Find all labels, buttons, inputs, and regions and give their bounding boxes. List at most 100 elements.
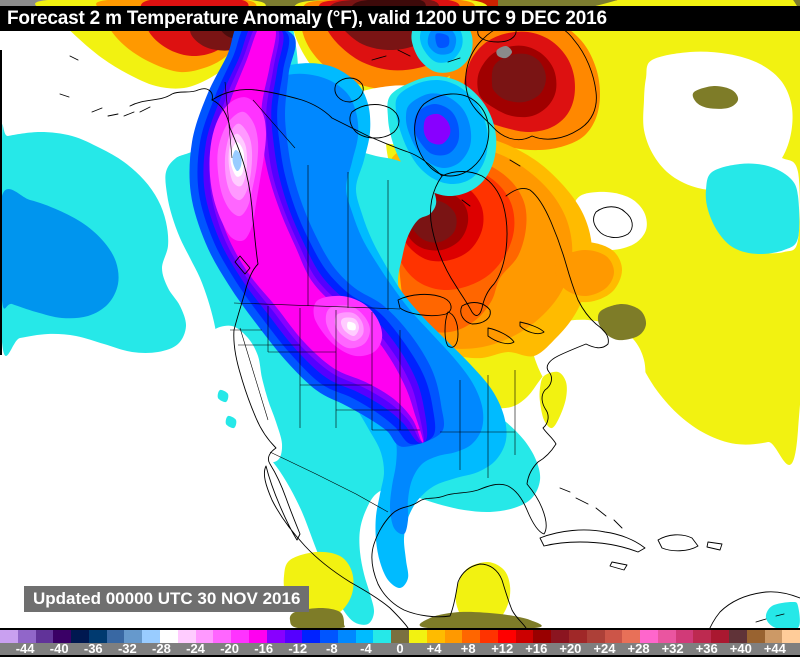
- title-bar: Forecast 2 m Temperature Anomaly (°F), v…: [0, 6, 800, 31]
- colorbar-segment: [302, 630, 321, 643]
- lake-erie: [487, 327, 515, 345]
- border-alaska-yukon: [224, 81, 233, 159]
- anomaly-region: [705, 163, 800, 255]
- map-title: Forecast 2 m Temperature Anomaly (°F), v…: [7, 8, 607, 29]
- colorbar-tick-labels: -44 -40 -36 -32 -28 -24 -20 -16 -12 -8 -4 0 +4 +8 +12 +…: [0, 641, 800, 657]
- colorbar-segment: [142, 630, 161, 643]
- anomaly-region: [571, 191, 647, 251]
- coast-arctic-islets: [371, 49, 521, 207]
- colorbar-segment: [213, 630, 232, 643]
- anomaly-region: [232, 149, 242, 172]
- anomaly-region: [491, 53, 546, 103]
- colorbar-tick: +16: [525, 641, 548, 656]
- coast-hudson-bay: [430, 171, 508, 316]
- colorbar-segment: [764, 630, 783, 643]
- colorbar-segment: [657, 630, 676, 643]
- colorbar-segment: [622, 630, 641, 643]
- coast-puerto-rico: [706, 541, 723, 551]
- colorbar-tick: +24: [593, 641, 616, 656]
- anomaly-region: [0, 189, 119, 319]
- colorbar-tick: +40: [729, 641, 752, 656]
- colorbar-segment: [497, 630, 516, 643]
- colorbar-segment: [551, 630, 569, 643]
- anomaly-region: [496, 45, 512, 59]
- colorbar-tick: +12: [491, 641, 514, 656]
- colorbar-tick: +36: [695, 641, 718, 656]
- coast-cuba: [539, 529, 646, 553]
- colorbar-tick: -24: [186, 641, 205, 656]
- colorbar-segment: [729, 630, 747, 643]
- coastlines: [59, 20, 800, 657]
- colorbar-segment: [586, 630, 605, 643]
- coast-victoria-island: [349, 104, 400, 139]
- colorbar-segment: [782, 630, 800, 643]
- anomaly-region: [692, 85, 739, 109]
- anomaly-region: [455, 561, 511, 626]
- coast-baffin-island: [414, 93, 490, 177]
- coast-aleutians: [59, 55, 151, 117]
- coast-bahamas: [559, 487, 623, 529]
- colorbar-segment: [391, 630, 409, 643]
- colorbar-segment: [462, 630, 481, 643]
- colorbar-segment: [515, 630, 534, 643]
- colorbar-segment: [320, 630, 338, 643]
- colorbar-segment: [266, 630, 285, 643]
- coast-newfoundland: [593, 206, 633, 238]
- colorbar-tick: -44: [15, 641, 35, 656]
- border-yukon-nwt: [252, 99, 296, 149]
- coast-atlantic: [371, 187, 609, 629]
- colorbar-tick: -28: [152, 641, 171, 656]
- colorbar-segment: [675, 630, 694, 643]
- colorbar-segment: [569, 630, 587, 643]
- coast-arctic: [211, 89, 443, 177]
- colorbar-tick: 0: [396, 641, 404, 656]
- colorbar-segment: [160, 630, 178, 643]
- colorbar-segment: [355, 630, 374, 643]
- colorbar: [0, 628, 800, 643]
- borders-provinces: [307, 165, 389, 310]
- colorbar-tick: +44: [763, 641, 786, 656]
- colorbar-tick: +28: [627, 641, 650, 656]
- colorbar-tick: -8: [326, 641, 338, 656]
- coast-hispaniola: [657, 534, 699, 552]
- colorbar-segment: [17, 630, 36, 643]
- colorbar-tick: +32: [661, 641, 684, 656]
- borders-us-states: [230, 306, 516, 478]
- colorbar-tick: -16: [254, 641, 274, 656]
- colorbar-segment: [231, 630, 249, 643]
- coast-pacific: [129, 88, 409, 629]
- colorbar-segment: [0, 630, 18, 643]
- border-us-mexico: [269, 451, 389, 513]
- colorbar-segment: [604, 630, 623, 643]
- anomaly-region: [289, 608, 345, 629]
- colorbar-segment: [248, 630, 267, 643]
- political-borders: [224, 81, 516, 513]
- colorbar-tick: -36: [83, 641, 103, 656]
- anomaly-region: [597, 304, 647, 341]
- coast-jamaica: [609, 561, 628, 571]
- colorbar-tick: +4: [426, 641, 442, 656]
- colorbar-segment: [533, 630, 552, 643]
- anomaly-region: [539, 371, 567, 429]
- colorbar-segment: [444, 630, 463, 643]
- colorbar-segment: [177, 630, 196, 643]
- colorbar-segment: [35, 630, 54, 643]
- anomaly-region: [217, 389, 229, 403]
- colorbar-segment: [746, 630, 765, 643]
- coast-vancouver-island: [234, 255, 251, 275]
- colorbar-segment: [53, 630, 72, 643]
- colorbar-segment: [124, 630, 143, 643]
- lake-huron: [460, 302, 491, 325]
- anomaly-region: [555, 249, 614, 297]
- colorbar-segment: [480, 630, 498, 643]
- colorbar-segment: [71, 630, 89, 643]
- colorbar-segment: [408, 630, 427, 643]
- colorbar-segment: [337, 630, 356, 643]
- colorbar-segment: [284, 630, 303, 643]
- colorbar-segment: [711, 630, 730, 643]
- colorbar-segment: [693, 630, 712, 643]
- colorbar-segment: [373, 630, 392, 643]
- colorbar-tick: +8: [460, 641, 476, 656]
